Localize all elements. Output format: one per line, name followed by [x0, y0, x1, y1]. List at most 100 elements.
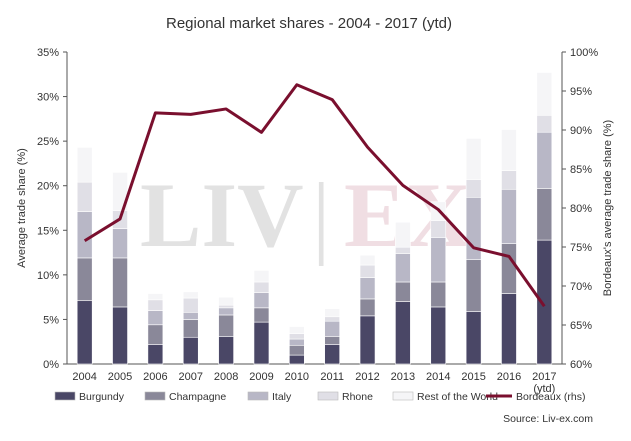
bar-rhone — [147, 299, 164, 311]
bar-burgundy — [359, 315, 376, 365]
bar-burgundy — [147, 344, 164, 365]
legend-label: Italy — [272, 391, 292, 403]
y-tick-label: 20% — [37, 181, 59, 193]
bar-burgundy — [465, 311, 482, 365]
bar-burgundy — [324, 344, 340, 365]
legend-swatch-italy — [247, 391, 269, 401]
watermark-left: LIV — [140, 164, 304, 266]
bar-rest-of-the-world — [218, 296, 234, 306]
y-axis-label: Average trade share (%) — [16, 148, 28, 268]
bordeaux-line — [83, 83, 546, 308]
bar-italy — [324, 320, 340, 337]
bar-champagne — [359, 298, 376, 317]
legend-label: Champagne — [169, 391, 226, 403]
bar-champagne — [430, 281, 447, 308]
bar-champagne — [465, 259, 482, 312]
bar-rhone — [359, 264, 376, 278]
y2-tick-label: 60% — [570, 359, 592, 371]
bar-rest-of-the-world — [536, 72, 553, 116]
y2-tick-label: 65% — [570, 320, 592, 332]
y2-axis-label: Bordeaux's average trade share (%) — [602, 120, 614, 296]
bar-rest-of-the-world — [465, 138, 482, 180]
bar-champagne — [501, 243, 517, 294]
legend-swatch-champagne — [144, 391, 166, 401]
bar-italy — [76, 211, 93, 259]
bar-champagne — [76, 257, 93, 302]
bar-italy — [182, 311, 199, 320]
bar-rhone — [76, 181, 93, 212]
bar-italy — [147, 310, 164, 326]
y2-tick-label: 85% — [570, 164, 592, 176]
source-note: Source: Liv-ex.com — [503, 413, 593, 425]
bar-rhone — [218, 304, 234, 309]
bar-burgundy — [218, 336, 234, 365]
bar-italy — [359, 277, 376, 300]
x-tick-label: 2005 — [108, 371, 132, 383]
bar-rhone — [395, 246, 411, 254]
bar-rest-of-the-world — [76, 147, 93, 183]
bar-italy — [395, 253, 411, 283]
bar-burgundy — [395, 301, 411, 365]
x-tick-label: 2008 — [214, 371, 238, 383]
y2-tick-label: 90% — [570, 125, 592, 137]
y-tick-label: 25% — [37, 136, 59, 148]
y-tick-label: 10% — [37, 270, 59, 282]
bar-burgundy — [536, 239, 553, 365]
watermark-separator: | — [312, 164, 330, 266]
y-tick-label: 15% — [37, 225, 59, 237]
y-tick-label: 30% — [37, 92, 59, 104]
bar-burgundy — [76, 300, 93, 365]
y2-tick-label: 75% — [570, 242, 592, 254]
x-tick-label: 2015 — [461, 371, 485, 383]
y2-tick-label: 80% — [570, 203, 592, 215]
x-tick-label: 2007 — [179, 371, 203, 383]
legend-label: Rhone — [342, 391, 373, 403]
x-tick-label: 2016 — [497, 371, 521, 383]
bar-rest-of-the-world — [324, 308, 340, 318]
plot-area: 0% 5% 10% 15% 20% 25% 30% 35% 60% 65% 70% 75% 80% 85%… — [37, 47, 598, 395]
bar-italy — [289, 338, 305, 346]
bar-champagne — [218, 314, 234, 337]
bar-rest-of-the-world — [147, 293, 164, 301]
bar-rhone — [324, 316, 340, 322]
x-tick-sublabel: (ytd) — [533, 383, 555, 395]
bar-rest-of-the-world — [182, 291, 199, 299]
bar-burgundy — [182, 336, 199, 365]
bar-burgundy — [112, 306, 128, 365]
legend-swatch-rhone — [317, 391, 339, 401]
chart-title: Regional market shares - 2004 - 2017 (yt… — [166, 15, 452, 32]
y-tick-label: 35% — [37, 47, 59, 59]
x-tick-label: 2004 — [72, 371, 96, 383]
bar-rest-of-the-world — [253, 270, 270, 283]
bar-champagne — [289, 344, 305, 356]
bar-champagne — [253, 307, 270, 323]
y2-tick-label: 70% — [570, 281, 592, 293]
bar-champagne — [395, 281, 411, 302]
bar-rest-of-the-world — [359, 254, 376, 266]
bar-italy — [253, 292, 270, 309]
bar-italy — [218, 307, 234, 316]
bar-rhone — [289, 333, 305, 340]
bar-italy — [501, 188, 517, 244]
legend-label: Bordeaux (rhs) — [516, 391, 585, 403]
legend: Burgundy Champagne Italy Rhone Rest of the W… — [54, 391, 585, 403]
bar-rhone — [182, 297, 199, 313]
bar-rest-of-the-world — [289, 326, 305, 334]
bar-champagne — [536, 188, 553, 241]
bar-rest-of-the-world — [395, 221, 411, 248]
y2-tick-label: 95% — [570, 86, 592, 98]
bar-italy — [536, 131, 553, 189]
bar-italy — [112, 228, 128, 259]
x-tick-label: 2012 — [355, 371, 379, 383]
x-tick-label: 2011 — [320, 371, 344, 383]
bar-rhone — [501, 170, 517, 190]
bar-burgundy — [430, 306, 447, 365]
x-tick-label: 2006 — [143, 371, 167, 383]
bar-champagne — [324, 336, 340, 345]
bar-rest-of-the-world — [112, 172, 128, 211]
bar-burgundy — [253, 321, 270, 365]
legend-swatch-rest-of-the-world — [392, 391, 414, 401]
x-tick-label: 2017 — [532, 371, 556, 383]
